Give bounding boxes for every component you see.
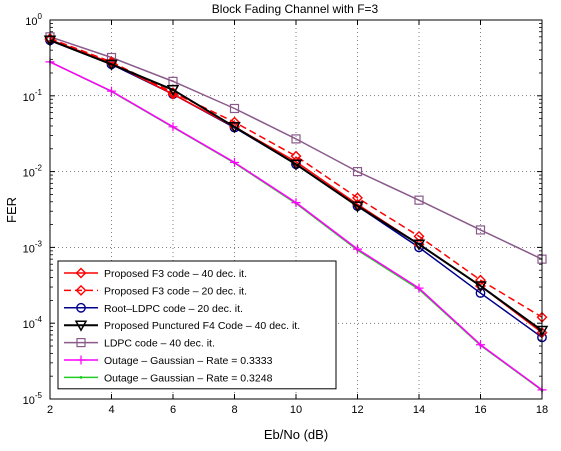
x-tick-label: 2	[47, 404, 53, 416]
legend-item: Outage – Gaussian – Rate = 0.3333	[64, 355, 273, 367]
series-3	[43, 35, 549, 338]
y-tick-base: 10	[23, 168, 35, 180]
x-tick-label: 10	[290, 404, 302, 416]
legend-label: Root–LDPC code – 20 dec. it.	[104, 303, 243, 315]
data-point	[166, 85, 180, 97]
data-point	[289, 159, 303, 171]
legend-label: LDPC code – 40 dec. it.	[104, 338, 215, 350]
data-point	[230, 157, 239, 167]
legend-marker	[75, 284, 87, 296]
legend-marker	[76, 338, 86, 348]
data-point	[105, 59, 118, 71]
legend-item: Root–LDPC code – 20 dec. it.	[64, 303, 243, 315]
data-point	[229, 103, 240, 114]
x-tick-label: 8	[231, 404, 237, 416]
legend-marker	[79, 376, 83, 379]
y-tick-base: 10	[23, 319, 35, 331]
legend-label: Proposed F3 code – 20 dec. it.	[104, 285, 247, 297]
data-point	[106, 57, 117, 69]
legend-marker	[76, 302, 86, 313]
legend-label: Outage – Gaussian – Rate = 0.3333	[104, 355, 273, 367]
data-point	[107, 86, 116, 96]
y-tick-exponent: -2	[35, 164, 43, 173]
data-point	[352, 167, 363, 177]
legend-item: Proposed F3 code – 20 dec. it.	[64, 284, 247, 297]
data-point	[353, 244, 362, 254]
legend-item: LDPC code – 40 dec. it.	[64, 338, 215, 350]
x-tick-label: 18	[536, 404, 548, 416]
data-point	[228, 122, 241, 134]
data-point	[414, 283, 424, 293]
y-axis-label: FER	[4, 197, 19, 223]
series-line	[49, 39, 543, 332]
y-tick-exponent: -5	[35, 391, 43, 400]
x-tick-label: 6	[170, 404, 176, 416]
y-tick-label: 100	[25, 12, 42, 28]
x-tick-label: 4	[108, 404, 114, 416]
legend-marker	[74, 320, 88, 332]
legend-box	[57, 260, 337, 390]
y-tick-label: 10-4	[23, 315, 43, 331]
x-tick-label: 12	[351, 404, 363, 416]
legend-label: Outage – Gaussian – Rate = 0.3248	[104, 372, 273, 384]
x-axis-label: Eb/No (dB)	[264, 427, 328, 442]
data-point	[475, 274, 486, 286]
y-tick-base: 10	[23, 92, 35, 104]
legend-label: Proposed F3 code – 40 dec. it.	[104, 268, 247, 280]
legend-item: Proposed Punctured F4 Code – 40 dec. it.	[64, 320, 300, 332]
y-tick-base: 10	[23, 395, 35, 407]
y-tick-label: 10-2	[23, 164, 43, 180]
legend-marker	[76, 355, 86, 365]
legend-item: Outage – Gaussian – Rate = 0.3248	[64, 372, 273, 384]
y-tick-exponent: -1	[35, 88, 43, 97]
y-tick-exponent: -4	[35, 315, 43, 324]
data-point	[291, 198, 301, 208]
y-tick-exponent: -3	[35, 239, 43, 248]
x-tick-label: 14	[413, 404, 425, 416]
y-tick-base: 10	[23, 243, 35, 255]
data-point	[474, 281, 487, 293]
data-point	[475, 225, 486, 235]
y-tick-label: 10-5	[23, 391, 43, 407]
legend-item: Proposed F3 code – 40 dec. it.	[64, 267, 247, 280]
data-point	[475, 288, 486, 298]
legend: Proposed F3 code – 40 dec. it. Proposed F…	[57, 260, 337, 390]
data-point	[106, 52, 117, 63]
y-tick-label: 10-3	[23, 239, 43, 255]
data-point	[414, 195, 424, 205]
series-line	[49, 36, 543, 260]
y-tick-exponent: 0	[38, 12, 43, 21]
x-tick-label: 16	[474, 404, 486, 416]
legend-marker	[75, 267, 87, 279]
legend-label: Proposed Punctured F4 Code – 40 dec. it.	[104, 320, 300, 332]
data-point	[351, 201, 364, 213]
data-point	[291, 134, 301, 144]
y-tick-base: 10	[25, 16, 37, 28]
data-point	[412, 239, 426, 251]
y-tick-label: 10-1	[23, 88, 43, 104]
data-point	[476, 340, 485, 350]
chart-title: Block Fading Channel with F=3	[212, 2, 379, 16]
data-point	[168, 122, 178, 132]
